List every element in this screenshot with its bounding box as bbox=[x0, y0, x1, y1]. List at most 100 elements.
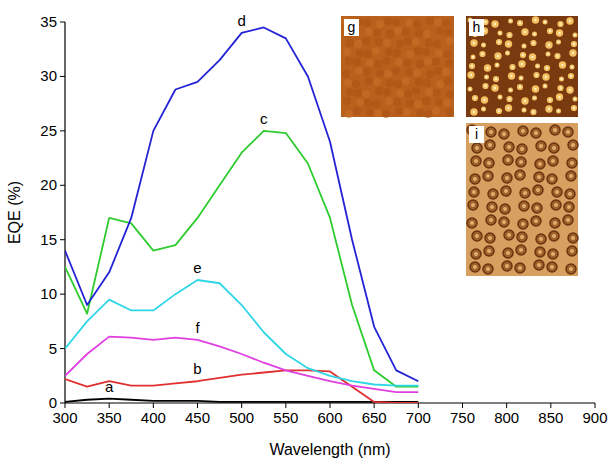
inset-texture bbox=[354, 89, 362, 97]
inset-texture bbox=[432, 58, 440, 66]
inset-texture bbox=[573, 43, 575, 45]
inset-texture bbox=[566, 171, 576, 181]
inset-texture bbox=[519, 22, 521, 24]
inset-texture bbox=[570, 161, 574, 165]
inset-texture bbox=[518, 126, 528, 136]
inset-texture bbox=[570, 249, 574, 253]
inset-texture bbox=[402, 28, 410, 36]
inset-texture bbox=[482, 44, 484, 46]
inset-texture bbox=[470, 262, 480, 272]
inset-texture bbox=[547, 97, 553, 103]
inset-texture bbox=[535, 247, 545, 257]
inset-texture bbox=[499, 32, 501, 34]
inset-texture bbox=[509, 20, 511, 22]
inset-texture bbox=[509, 89, 511, 91]
inset-texture bbox=[343, 48, 351, 56]
inset-texture bbox=[556, 40, 561, 45]
inset-texture bbox=[486, 127, 496, 137]
inset-texture bbox=[471, 55, 476, 60]
inset-texture bbox=[516, 157, 526, 167]
inset-texture bbox=[565, 189, 575, 199]
inset-texture bbox=[494, 87, 496, 89]
x-tick bbox=[418, 403, 419, 408]
inset-texture bbox=[532, 16, 539, 23]
inset-texture bbox=[568, 73, 574, 79]
inset-texture bbox=[516, 245, 526, 255]
inset-image: i bbox=[466, 123, 578, 276]
inset-texture bbox=[520, 235, 524, 239]
inset-texture bbox=[561, 64, 563, 66]
inset-texture bbox=[473, 111, 475, 113]
inset-label-bg bbox=[344, 19, 359, 36]
inset-texture bbox=[559, 23, 561, 25]
inset-texture bbox=[566, 218, 570, 222]
inset-texture bbox=[472, 143, 482, 153]
inset-texture bbox=[518, 266, 522, 270]
inset-texture bbox=[446, 37, 454, 45]
inset-texture bbox=[519, 201, 529, 211]
inset-texture bbox=[515, 263, 525, 273]
inset-texture bbox=[537, 175, 541, 179]
inset-texture bbox=[404, 90, 412, 98]
series-label: b bbox=[193, 360, 201, 377]
inset-texture bbox=[488, 189, 498, 199]
inset-texture bbox=[424, 57, 432, 65]
inset-texture bbox=[533, 72, 539, 78]
inset-texture bbox=[487, 161, 491, 165]
inset-texture bbox=[550, 218, 560, 228]
inset-texture bbox=[519, 76, 524, 81]
inset-texture bbox=[471, 65, 473, 67]
inset-texture bbox=[364, 50, 372, 58]
inset-texture bbox=[364, 99, 372, 107]
inset-texture bbox=[505, 264, 509, 268]
inset-texture bbox=[532, 85, 539, 92]
inset-texture bbox=[386, 79, 394, 87]
inset-texture bbox=[495, 78, 497, 80]
inset-texture bbox=[413, 69, 421, 77]
chart: 3003504004505005506006507007508008509000… bbox=[0, 0, 613, 465]
y-tick-label: 0 bbox=[49, 394, 57, 411]
inset-texture bbox=[544, 21, 546, 23]
inset-texture bbox=[522, 204, 526, 208]
inset-texture bbox=[549, 143, 559, 153]
x-tick-label: 600 bbox=[317, 409, 342, 426]
inset-texture bbox=[508, 72, 515, 79]
inset-texture bbox=[394, 80, 402, 88]
inset-texture bbox=[491, 84, 498, 91]
inset-texture bbox=[508, 98, 510, 100]
inset-texture bbox=[484, 158, 494, 168]
inset-texture bbox=[423, 30, 431, 38]
inset-texture bbox=[434, 67, 442, 75]
inset-texture bbox=[569, 49, 576, 56]
inset-texture bbox=[345, 57, 353, 65]
inset-texture bbox=[474, 252, 478, 256]
inset-texture bbox=[498, 41, 500, 43]
inset-texture bbox=[425, 39, 433, 47]
inset-background bbox=[341, 16, 454, 117]
inset-texture bbox=[548, 44, 550, 46]
inset-texture bbox=[470, 74, 472, 76]
inset-texture bbox=[346, 88, 354, 96]
inset-texture bbox=[574, 98, 576, 100]
inset-texture bbox=[472, 95, 478, 101]
y-tick bbox=[60, 185, 65, 186]
inset-texture bbox=[524, 31, 526, 33]
inset-texture bbox=[467, 218, 477, 228]
inset-texture bbox=[499, 217, 509, 227]
inset-texture bbox=[343, 97, 351, 105]
inset-texture bbox=[396, 89, 404, 97]
inset-texture bbox=[572, 52, 574, 54]
inset-texture bbox=[517, 84, 523, 90]
inset-texture bbox=[481, 43, 486, 48]
inset-texture bbox=[470, 108, 477, 115]
inset-texture bbox=[519, 248, 523, 252]
inset-texture bbox=[505, 104, 512, 111]
inset-texture bbox=[376, 69, 384, 77]
inset-label: g bbox=[348, 19, 356, 35]
inset-texture bbox=[558, 32, 560, 34]
y-tick-label: 10 bbox=[40, 285, 57, 302]
inset-texture bbox=[416, 60, 424, 68]
inset-texture bbox=[515, 170, 525, 180]
inset-texture bbox=[475, 146, 479, 150]
inset-texture bbox=[522, 108, 527, 113]
